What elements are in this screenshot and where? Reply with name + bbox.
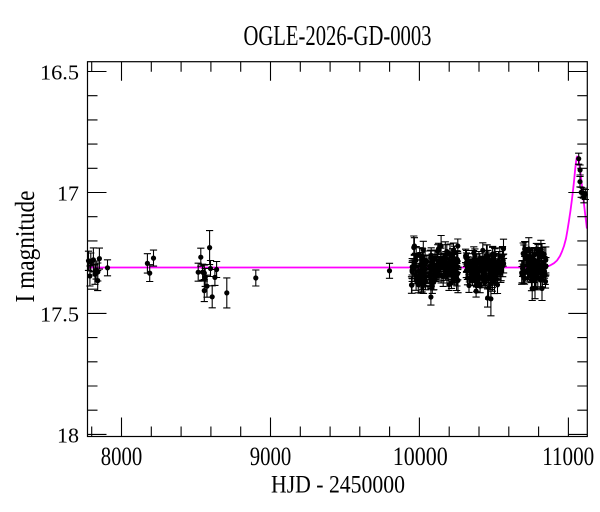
- svg-text:17.5: 17.5: [40, 302, 79, 326]
- svg-text:11000: 11000: [542, 442, 594, 471]
- svg-text:10000: 10000: [393, 442, 448, 471]
- svg-text:8000: 8000: [101, 442, 143, 471]
- svg-text:I magnitude: I magnitude: [10, 190, 40, 302]
- svg-text:HJD - 2450000: HJD - 2450000: [271, 470, 405, 499]
- svg-text:OGLE-2026-GD-0003: OGLE-2026-GD-0003: [244, 20, 432, 52]
- svg-text:16.5: 16.5: [40, 61, 79, 85]
- svg-text:9000: 9000: [250, 442, 292, 471]
- svg-text:17: 17: [57, 182, 79, 206]
- svg-text:18: 18: [57, 423, 79, 447]
